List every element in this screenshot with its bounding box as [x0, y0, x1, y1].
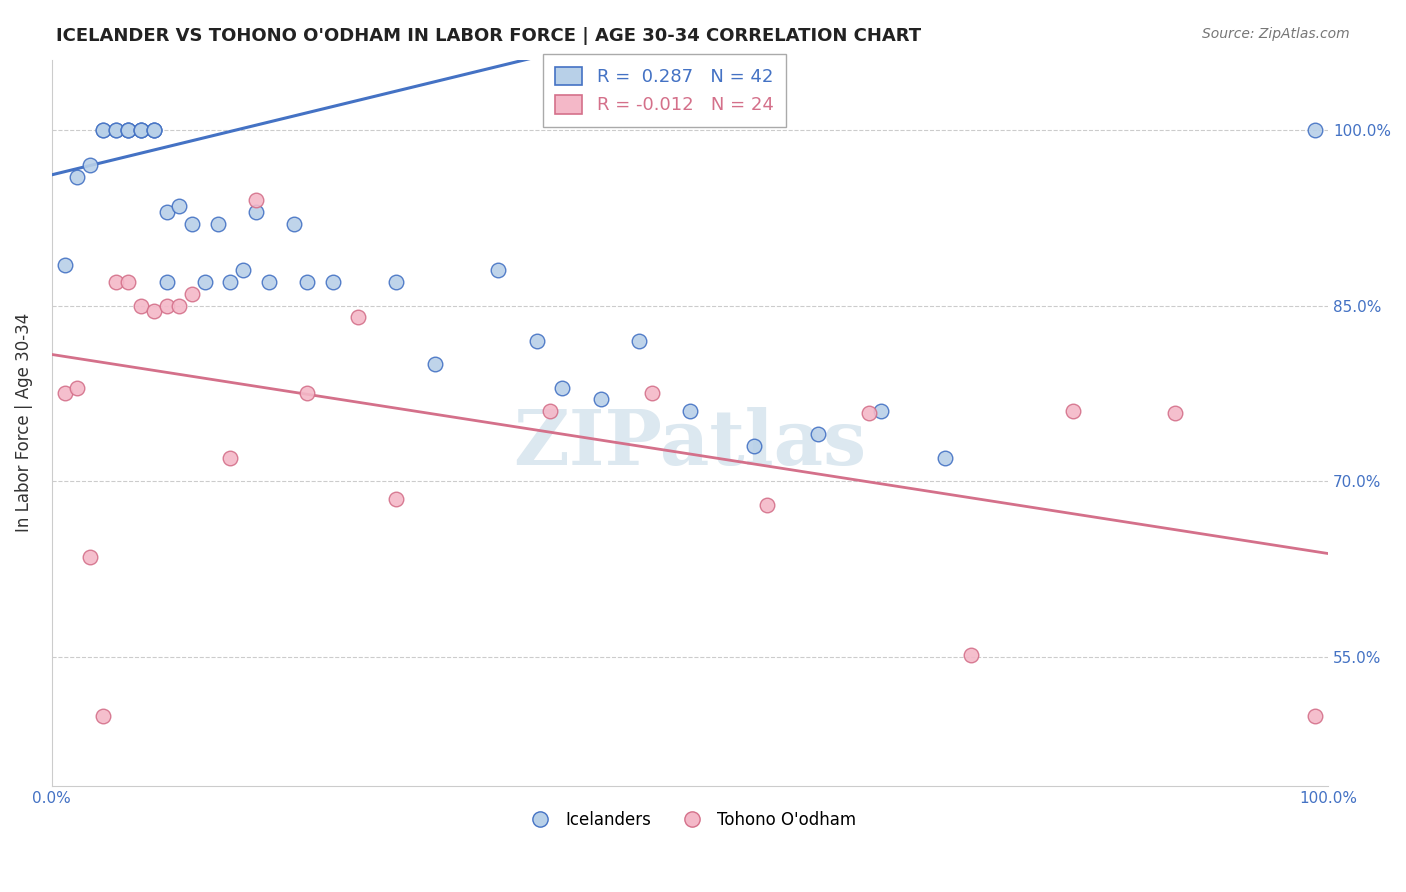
Point: [385, 275, 408, 289]
Point: [322, 275, 344, 289]
Point: [181, 217, 204, 231]
Point: [142, 123, 165, 137]
Point: [142, 304, 165, 318]
Point: [91, 708, 114, 723]
Point: [858, 406, 880, 420]
Point: [169, 299, 191, 313]
Point: [295, 275, 318, 289]
Point: [156, 275, 179, 289]
Point: [117, 123, 139, 137]
Point: [117, 123, 139, 137]
Point: [257, 275, 280, 289]
Point: [79, 158, 101, 172]
Point: [347, 310, 370, 325]
Text: ZIPatlas: ZIPatlas: [513, 408, 866, 482]
Point: [627, 334, 650, 348]
Point: [385, 491, 408, 506]
Point: [959, 648, 981, 662]
Point: [232, 263, 254, 277]
Point: [1305, 123, 1327, 137]
Point: [53, 386, 76, 401]
Legend: Icelanders, Tohono O'odham: Icelanders, Tohono O'odham: [516, 805, 863, 836]
Point: [156, 299, 179, 313]
Point: [66, 380, 89, 394]
Point: [142, 123, 165, 137]
Point: [129, 299, 152, 313]
Point: [142, 123, 165, 137]
Point: [1164, 406, 1187, 420]
Point: [129, 123, 152, 137]
Point: [66, 169, 89, 184]
Point: [79, 550, 101, 565]
Point: [551, 380, 574, 394]
Point: [245, 205, 267, 219]
Point: [870, 404, 893, 418]
Point: [129, 123, 152, 137]
Point: [755, 498, 778, 512]
Point: [194, 275, 217, 289]
Point: [53, 258, 76, 272]
Point: [538, 404, 561, 418]
Point: [104, 275, 127, 289]
Point: [169, 199, 191, 213]
Point: [934, 450, 956, 465]
Point: [679, 404, 702, 418]
Point: [640, 386, 662, 401]
Y-axis label: In Labor Force | Age 30-34: In Labor Force | Age 30-34: [15, 313, 32, 533]
Point: [117, 275, 139, 289]
Point: [91, 123, 114, 137]
Text: Source: ZipAtlas.com: Source: ZipAtlas.com: [1202, 27, 1350, 41]
Point: [295, 386, 318, 401]
Point: [219, 450, 242, 465]
Point: [806, 427, 828, 442]
Point: [1305, 708, 1327, 723]
Point: [117, 123, 139, 137]
Point: [129, 123, 152, 137]
Text: ICELANDER VS TOHONO O'ODHAM IN LABOR FORCE | AGE 30-34 CORRELATION CHART: ICELANDER VS TOHONO O'ODHAM IN LABOR FOR…: [56, 27, 921, 45]
Point: [245, 193, 267, 207]
Point: [423, 357, 446, 371]
Point: [526, 334, 548, 348]
Point: [219, 275, 242, 289]
Point: [104, 123, 127, 137]
Point: [283, 217, 305, 231]
Point: [104, 123, 127, 137]
Point: [181, 286, 204, 301]
Point: [742, 439, 765, 453]
Point: [1062, 404, 1084, 418]
Point: [207, 217, 229, 231]
Point: [156, 205, 179, 219]
Point: [488, 263, 510, 277]
Point: [589, 392, 612, 407]
Point: [91, 123, 114, 137]
